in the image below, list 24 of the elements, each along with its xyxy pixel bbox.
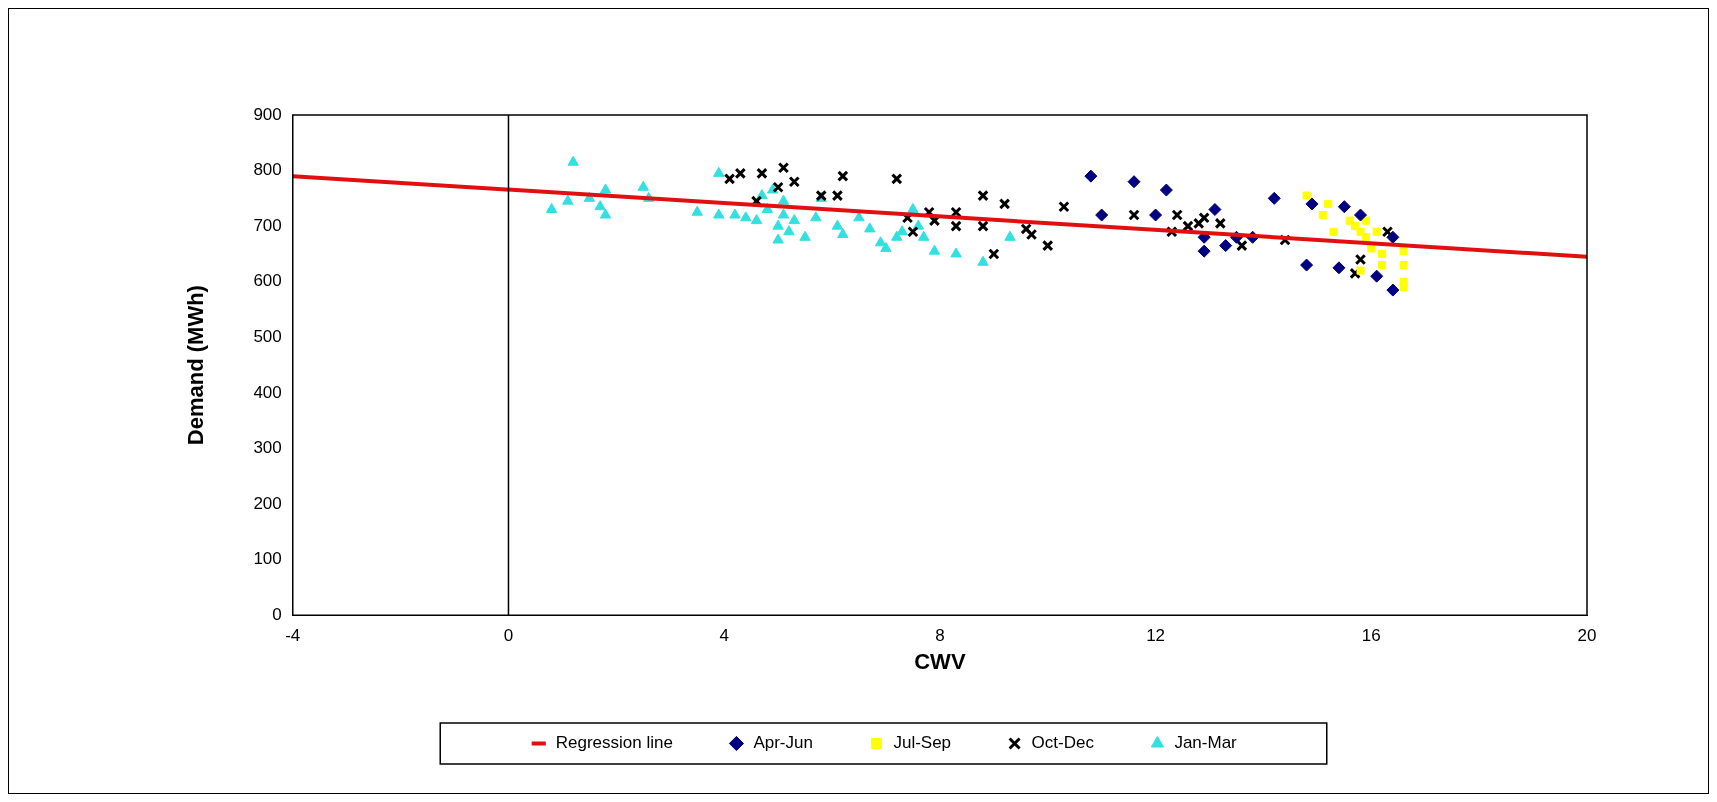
x-axis-title: CWV [914,648,966,674]
y-tick-label: 700 [253,215,282,235]
legend-label: Jan-Mar [1174,733,1238,753]
legend-label: Oct-Dec [1031,733,1095,753]
y-tick-label: 200 [253,493,282,513]
x-tick-label: -4 [285,626,301,646]
x-tick-label: 8 [935,626,945,646]
y-axis-title: Demand (MWh) [183,285,209,446]
y-tick-label: 600 [253,271,282,291]
y-tick-label: 400 [253,382,282,402]
x-tick-label: 4 [719,626,729,646]
legend-label: Apr-Jun [753,733,813,753]
x-tick-label: 12 [1146,626,1166,646]
x-tick-label: 0 [503,626,514,646]
x-tick-label: 20 [1577,626,1597,646]
legend-label: Regression line [555,733,673,753]
y-tick-label: 100 [253,549,282,569]
x-tick-label: 16 [1361,626,1381,646]
y-tick-label: 900 [253,104,282,124]
y-tick-label: 800 [253,160,282,180]
legend-label: Jul-Sep [893,733,952,753]
y-tick-label: 300 [253,438,282,458]
y-tick-label: 500 [253,327,282,346]
y-tick-label: 0 [272,604,282,624]
